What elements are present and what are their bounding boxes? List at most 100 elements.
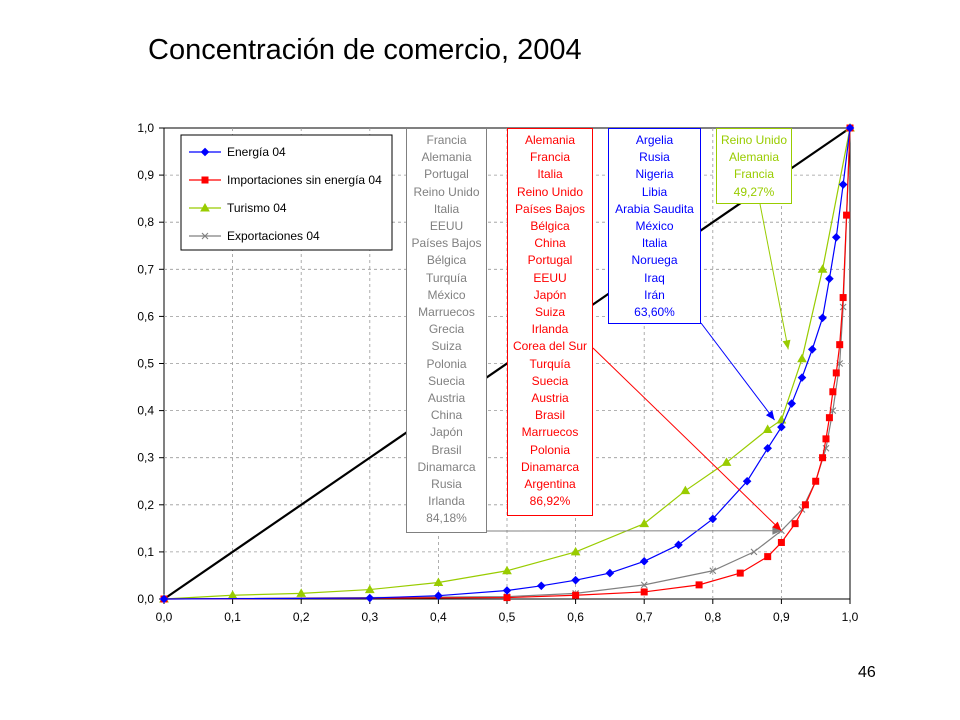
data-point: [801, 501, 809, 509]
data-point: [680, 485, 691, 495]
annotation-item: Brasil: [534, 408, 565, 423]
marker-stroke: [709, 567, 717, 575]
data-point: [762, 424, 773, 433]
annotation-item: Nigeria: [635, 167, 674, 182]
annotation-item: 63,60%: [634, 305, 675, 320]
arrow-line: [759, 203, 789, 350]
annotation-item: Noruega: [631, 253, 678, 268]
annotation-item: Dinamarca: [520, 459, 580, 474]
data-point: [777, 538, 785, 546]
arrow-head: [772, 521, 782, 531]
y-tick-label: 0,7: [137, 262, 154, 276]
annotation-box: Alemania Francia Italia Reino Unido Países B…: [507, 128, 593, 516]
annotation-item: Alemania: [524, 133, 576, 147]
annotation-item: Suiza: [431, 339, 462, 354]
legend-marker: [201, 232, 209, 240]
data-point: [817, 264, 828, 273]
arrow-head: [765, 410, 775, 421]
x-tick-label: 0,4: [430, 610, 447, 624]
legend-label: Turismo 04: [227, 201, 287, 215]
annotation-item: Bélgica: [530, 219, 570, 234]
annotation-item: Italia: [433, 201, 460, 216]
annotation-item: Grecia: [428, 322, 465, 337]
annotation-item: Reino Unido: [516, 184, 584, 199]
data-point: [818, 313, 827, 323]
data-point: [825, 274, 834, 284]
data-point: [571, 575, 580, 585]
annotation-item: Austria: [427, 391, 466, 406]
data-point: [777, 422, 786, 432]
annotation-arrow: [486, 526, 782, 535]
x-tick-label: 0,2: [293, 610, 310, 624]
data-point: [797, 353, 807, 363]
legend-label: Exportaciones 04: [227, 229, 320, 243]
data-point: [750, 548, 758, 556]
data-point: [695, 581, 703, 589]
x-tick-label: 1,0: [842, 610, 859, 624]
data-point: [797, 373, 807, 382]
data-point: [839, 303, 847, 311]
annotation-item: Arabia Saudita: [615, 201, 694, 216]
annotation-item: Suecia: [531, 373, 569, 388]
legend-box: [180, 134, 393, 251]
marker-stroke: [839, 303, 847, 311]
data-point: [434, 591, 443, 601]
annotation-item: Francia: [529, 150, 570, 165]
annotation-arrow: [759, 203, 791, 350]
annotation-item: Polonia: [529, 442, 571, 457]
y-tick-label: 0,0: [137, 592, 154, 606]
y-tick-label: 0,3: [137, 451, 154, 465]
x-tick-label: 0,1: [224, 610, 241, 624]
annotation-item: China: [430, 408, 463, 423]
annotation-item: Marruecos: [521, 425, 579, 440]
annotation-arrow: [700, 322, 775, 421]
legend-label: Importaciones sin energía 04: [227, 173, 382, 187]
data-point: [674, 540, 683, 550]
annotation-item: Países Bajos: [411, 236, 482, 251]
data-point: [845, 123, 855, 133]
data-point: [159, 594, 169, 604]
data-point: [572, 591, 580, 599]
annotation-item: Corea del Sur: [512, 339, 588, 354]
annotation-box: Reino Unido Alemania Francia 49,27%: [716, 128, 792, 204]
data-point: [822, 435, 830, 443]
arrow-head: [772, 526, 782, 535]
data-point: [843, 211, 851, 219]
y-tick-label: 0,1: [137, 545, 154, 559]
data-point: [829, 388, 837, 396]
data-point: [503, 594, 511, 602]
data-point: [570, 546, 581, 556]
arrow-line: [592, 347, 782, 532]
data-point: [825, 414, 833, 422]
annotation-item: EEUU: [429, 219, 464, 234]
data-point: [605, 568, 615, 578]
legend-marker: [201, 176, 209, 184]
data-point: [807, 345, 817, 354]
annotation-item: Iraq: [644, 270, 665, 285]
data-point: [839, 294, 847, 302]
annotation-item: Marruecos: [418, 305, 475, 320]
arrow-head: [782, 339, 791, 350]
annotation-item: Irán: [644, 287, 665, 302]
y-tick-label: 0,8: [137, 215, 154, 229]
y-tick-label: 0,4: [137, 404, 154, 418]
annotation-item: México: [635, 219, 674, 234]
annotation-item: Portugal: [424, 167, 469, 182]
annotation-item: México: [427, 287, 466, 302]
marker-stroke: [829, 407, 837, 414]
data-point: [709, 567, 717, 575]
data-point: [812, 477, 820, 485]
data-point: [819, 454, 827, 462]
annotation-item: 84,18%: [426, 511, 467, 526]
page-number: 46: [858, 664, 876, 681]
annotation-box: Francia Alemania Portugal Reino Unido Italia…: [406, 128, 487, 533]
annotation-item: Austria: [531, 391, 569, 406]
annotation-item: EEUU: [533, 270, 567, 285]
data-point: [831, 232, 841, 242]
arrow-line: [700, 322, 775, 421]
chart-title: Concentración de comercio, 2004: [148, 34, 582, 66]
series-line: [163, 127, 851, 600]
data-point: [639, 557, 649, 566]
legend-marker: [200, 202, 210, 212]
annotation-item: Reino Unido: [720, 133, 788, 147]
